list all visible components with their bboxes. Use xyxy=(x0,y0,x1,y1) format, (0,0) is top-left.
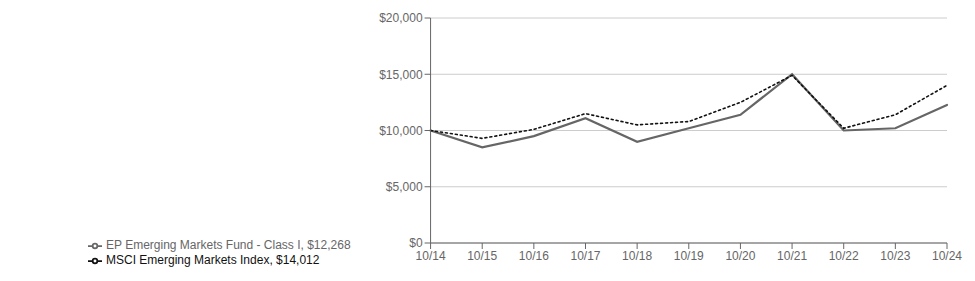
svg-text:10/17: 10/17 xyxy=(570,249,600,263)
svg-text:10/21: 10/21 xyxy=(777,249,807,263)
svg-text:10/14: 10/14 xyxy=(416,249,446,263)
svg-text:10/20: 10/20 xyxy=(725,249,755,263)
svg-text:$5,000: $5,000 xyxy=(386,180,423,194)
svg-text:$0: $0 xyxy=(409,236,423,250)
svg-text:10/22: 10/22 xyxy=(829,249,859,263)
svg-text:$10,000: $10,000 xyxy=(379,124,423,138)
svg-text:10/24: 10/24 xyxy=(932,249,962,263)
html-text:MSCI Emerging Markets Index, $: MSCI Emerging Markets Index, $14,012 xyxy=(106,253,320,268)
svg-text:10/16: 10/16 xyxy=(519,249,549,263)
svg-text:10/18: 10/18 xyxy=(622,249,652,263)
svg-text:10/15: 10/15 xyxy=(467,249,497,263)
svg-text:$20,000: $20,000 xyxy=(379,11,423,25)
html-text:EP Emerging Markets Fund - Cla: EP Emerging Markets Fund - Class I, $12,… xyxy=(106,238,351,253)
svg-text:$15,000: $15,000 xyxy=(379,68,423,82)
svg-text:10/19: 10/19 xyxy=(674,249,704,263)
svg-text:10/23: 10/23 xyxy=(880,249,910,263)
